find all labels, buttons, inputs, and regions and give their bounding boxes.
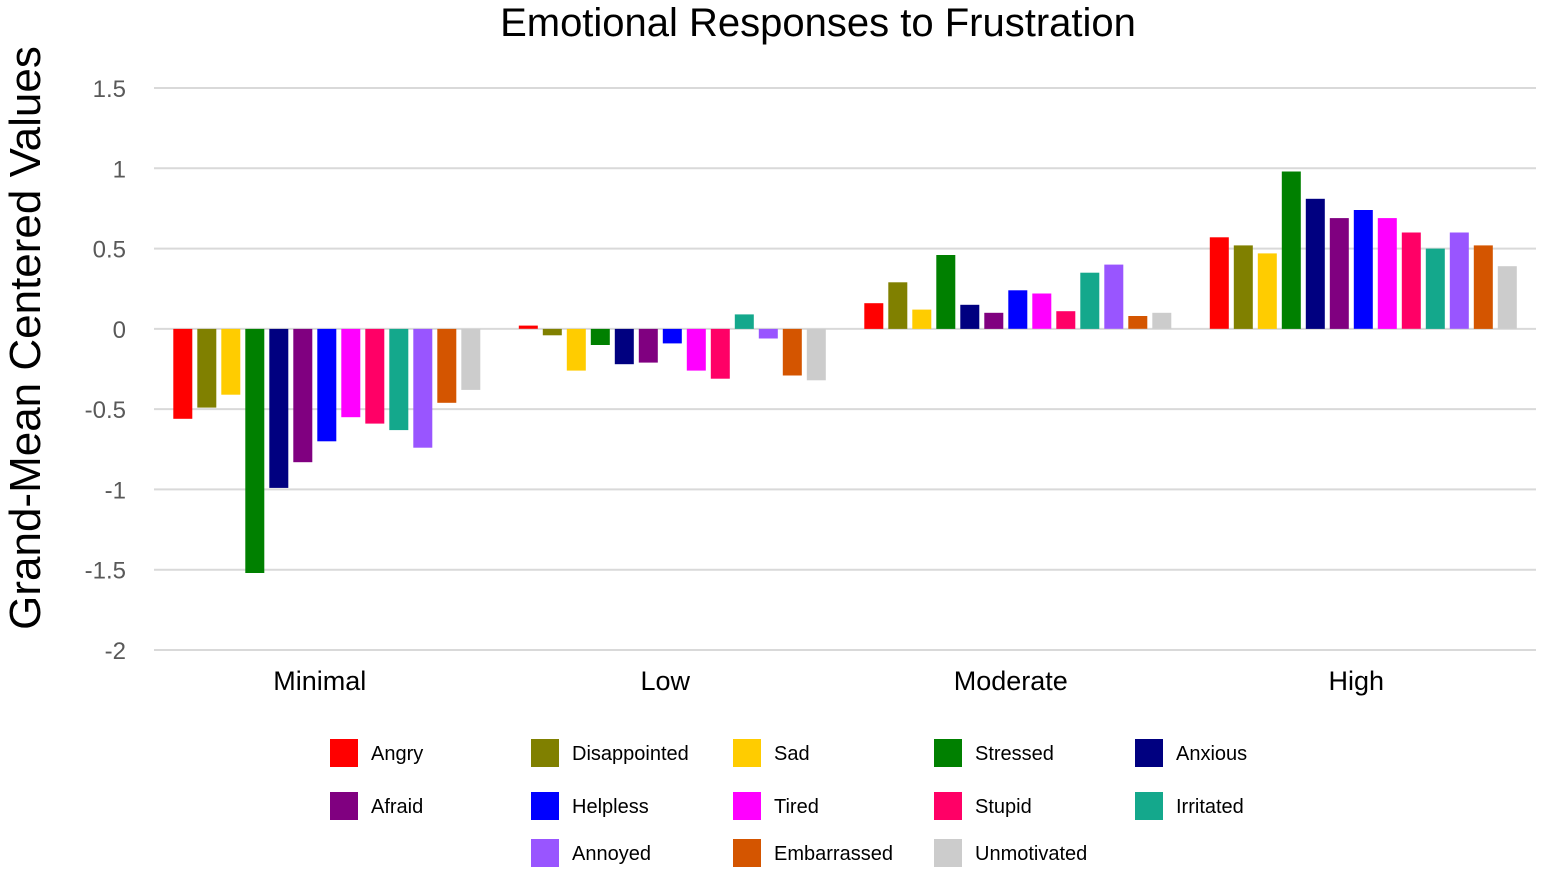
bar-anxious-high: [1305, 198, 1325, 329]
bar-afraid-low: [638, 328, 658, 363]
y-tick-label: -1.5: [85, 558, 126, 585]
legend-label-unmotivated: Unmotivated: [975, 843, 1087, 865]
bar-anxious-minimal: [269, 328, 289, 488]
bar-embarrassed-low: [782, 328, 802, 376]
legend-swatch-tired: [733, 792, 761, 820]
bar-unmotivated-high: [1497, 266, 1517, 329]
bar-sad-low: [566, 328, 586, 371]
bar-angry-moderate: [864, 303, 884, 329]
x-tick-labels: Minimal Low Moderate High: [273, 666, 1384, 696]
bar-angry-low: [518, 325, 538, 329]
legend-swatch-helpless: [531, 792, 559, 820]
bar-annoyed-high: [1449, 232, 1469, 329]
legend-label-helpless: Helpless: [572, 796, 649, 818]
bar-tired-high: [1377, 218, 1397, 329]
bar-annoyed-moderate: [1104, 264, 1124, 329]
bar-afraid-minimal: [293, 328, 313, 463]
bar-embarrassed-high: [1473, 245, 1493, 329]
bar-stupid-minimal: [365, 328, 385, 424]
bar-embarrassed-minimal: [437, 328, 457, 403]
legend-swatch-irritated: [1135, 792, 1163, 820]
legend-swatch-afraid: [330, 792, 358, 820]
bar-angry-minimal: [173, 328, 193, 419]
bar-tired-moderate: [1032, 293, 1052, 329]
bar-irritated-low: [734, 314, 754, 329]
legend-swatch-angry: [330, 739, 358, 767]
bars: [173, 171, 1517, 573]
bar-afraid-high: [1329, 218, 1349, 329]
legend-label-angry: Angry: [371, 743, 423, 765]
legend-swatch-disappointed: [531, 739, 559, 767]
y-tick-label: 1.5: [93, 76, 126, 103]
bar-angry-high: [1209, 237, 1229, 329]
legend-label-sad: Sad: [774, 743, 810, 765]
y-tick-label: 0.5: [93, 237, 126, 264]
bar-helpless-moderate: [1008, 290, 1028, 329]
legend-swatch-anxious: [1135, 739, 1163, 767]
y-tick-label: 1: [113, 156, 126, 183]
bar-irritated-moderate: [1080, 272, 1100, 329]
bar-tired-minimal: [341, 328, 361, 418]
bar-stupid-low: [710, 328, 730, 379]
bar-unmotivated-moderate: [1152, 312, 1172, 329]
x-tick-label: Low: [640, 666, 690, 696]
x-tick-label: High: [1328, 666, 1384, 696]
y-tick-label: -1: [105, 477, 126, 504]
legend-label-annoyed: Annoyed: [572, 843, 651, 865]
bar-sad-minimal: [221, 328, 241, 395]
bar-stupid-moderate: [1056, 311, 1076, 329]
legend-label-embarrassed: Embarrassed: [774, 843, 893, 865]
legend-label-anxious: Anxious: [1176, 743, 1247, 765]
legend-swatch-stupid: [934, 792, 962, 820]
bar-embarrassed-moderate: [1128, 316, 1148, 329]
legend-label-irritated: Irritated: [1176, 796, 1244, 818]
bar-anxious-moderate: [960, 304, 980, 329]
bar-irritated-high: [1425, 248, 1445, 329]
bar-unmotivated-low: [806, 328, 826, 381]
chart-title: Emotional Responses to Frustration: [500, 1, 1136, 45]
gridlines: [154, 87, 1536, 651]
bar-afraid-moderate: [984, 312, 1004, 329]
bar-annoyed-minimal: [413, 328, 433, 448]
bar-sad-moderate: [912, 309, 932, 329]
y-tick-label: 0: [113, 317, 126, 344]
legend-swatch-annoyed: [531, 839, 559, 867]
bar-disappointed-minimal: [197, 328, 217, 408]
bar-disappointed-moderate: [888, 282, 908, 329]
y-tick-labels: 1.5 1 0.5 0 -0.5 -1 -1.5 -2: [85, 76, 126, 665]
bar-tired-low: [686, 328, 706, 371]
bar-sad-high: [1257, 253, 1277, 329]
bar-stupid-high: [1401, 232, 1421, 329]
legend-label-afraid: Afraid: [371, 796, 423, 818]
bar-annoyed-low: [758, 328, 778, 339]
bar-disappointed-low: [542, 328, 562, 336]
legend-swatch-stressed: [934, 739, 962, 767]
bar-disappointed-high: [1233, 245, 1253, 329]
bar-anxious-low: [614, 328, 634, 365]
legend-swatch-embarrassed: [733, 839, 761, 867]
bar-stressed-minimal: [245, 328, 265, 573]
bar-helpless-low: [662, 328, 682, 344]
bar-stressed-moderate: [936, 255, 956, 329]
bar-irritated-minimal: [389, 328, 409, 431]
legend-label-disappointed: Disappointed: [572, 743, 689, 765]
legend: Angry Disappointed Sad Stressed Anxious Afrai…: [330, 739, 1247, 867]
bar-stressed-low: [590, 328, 610, 345]
bar-unmotivated-minimal: [461, 328, 481, 390]
legend-swatch-sad: [733, 739, 761, 767]
bar-stressed-high: [1281, 171, 1301, 329]
bar-helpless-minimal: [317, 328, 337, 442]
legend-label-stupid: Stupid: [975, 796, 1032, 818]
bar-helpless-high: [1353, 210, 1373, 329]
y-tick-label: -0.5: [85, 397, 126, 424]
legend-label-tired: Tired: [774, 796, 819, 818]
y-axis-label: Grand-Mean Centered Values: [1, 46, 50, 630]
x-tick-label: Minimal: [273, 666, 366, 696]
legend-label-stressed: Stressed: [975, 743, 1054, 765]
x-tick-label: Moderate: [954, 666, 1068, 696]
legend-swatch-unmotivated: [934, 839, 962, 867]
y-tick-label: -2: [105, 638, 126, 665]
